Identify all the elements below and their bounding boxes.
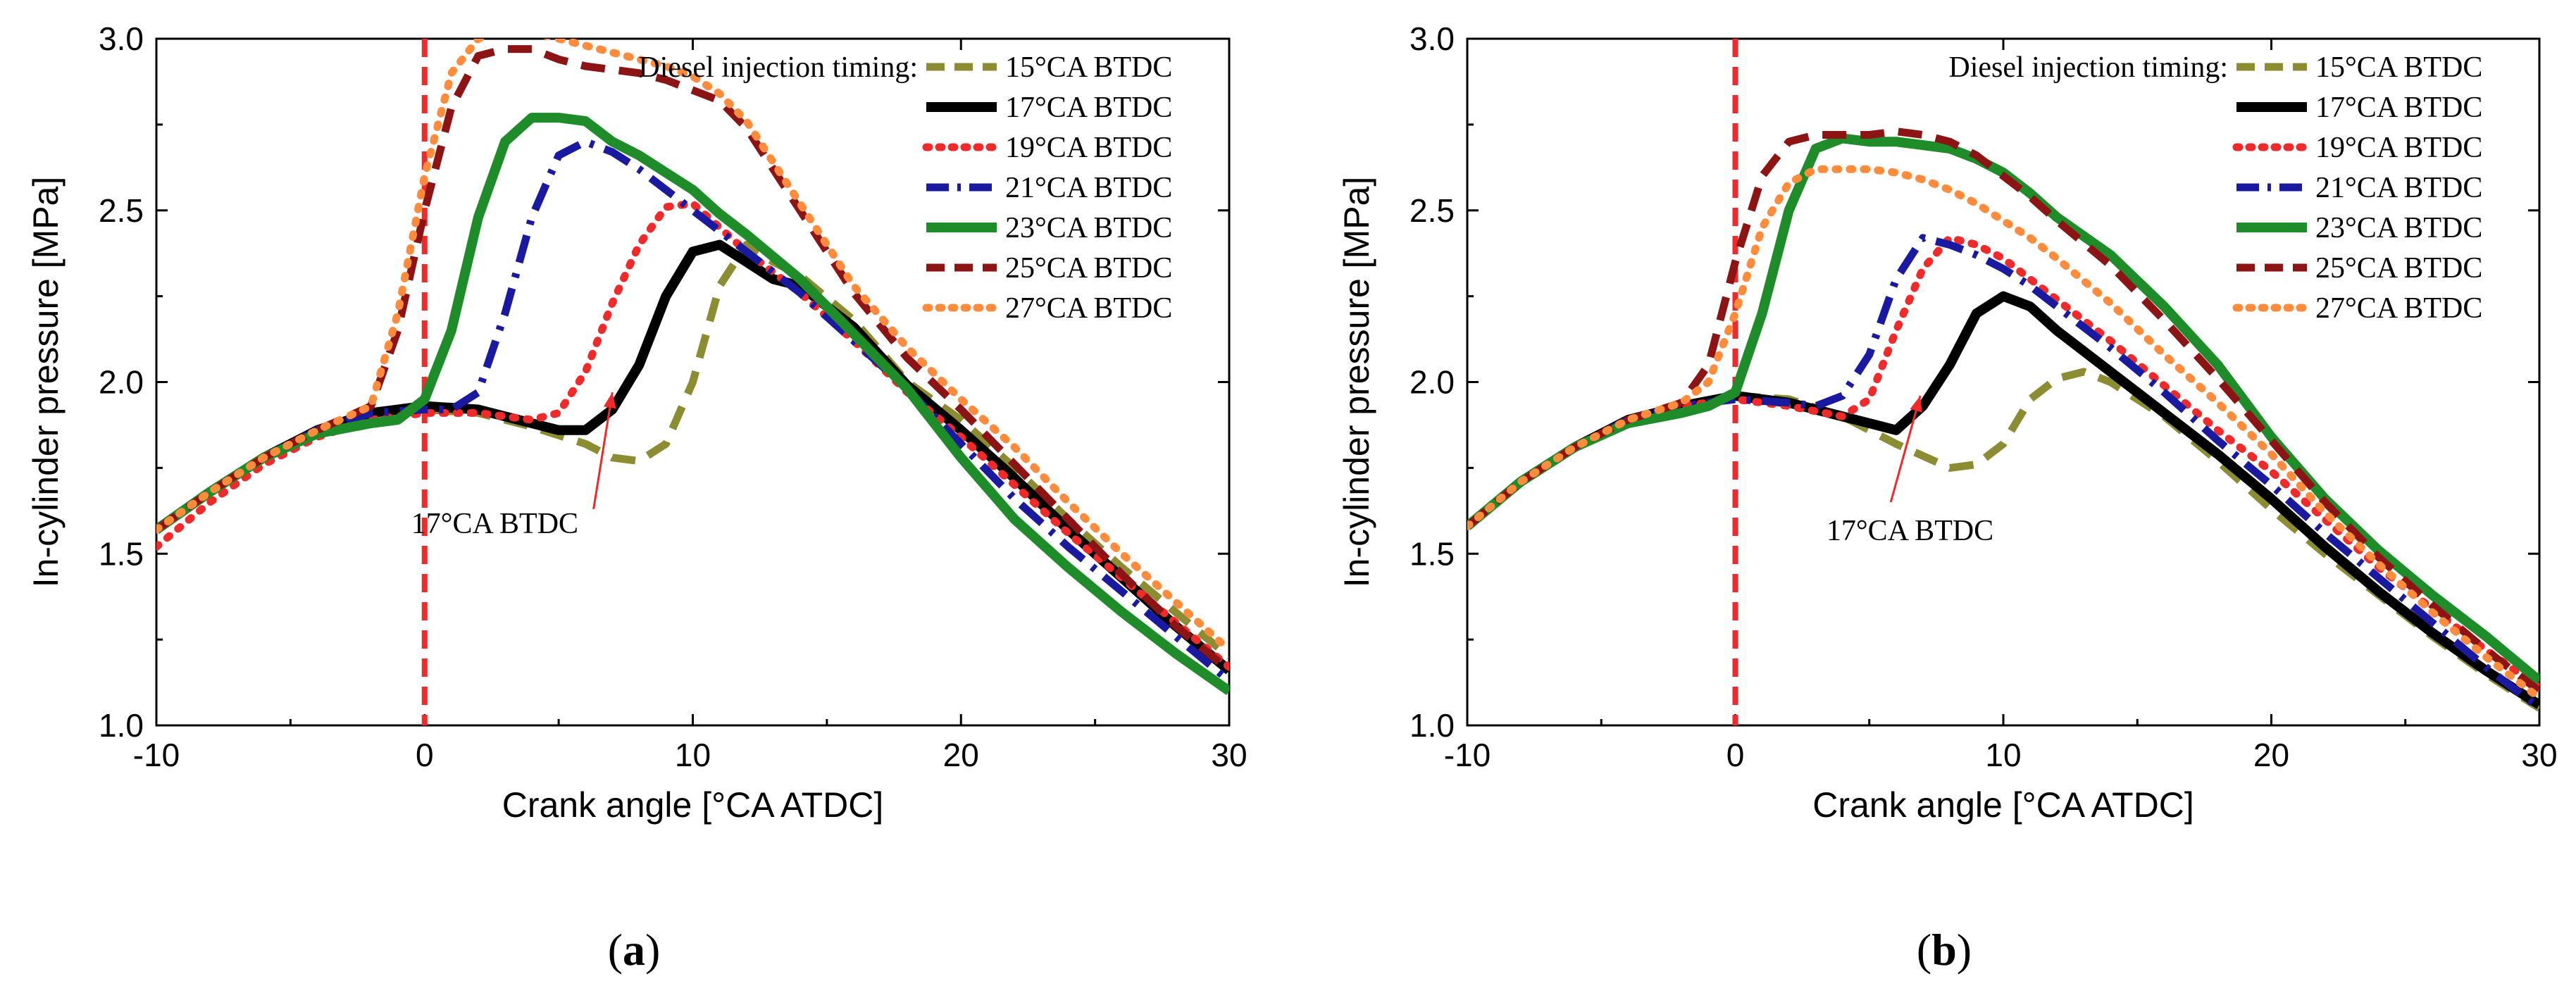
panel-a-panel-label-open: (	[608, 925, 623, 975]
panel-a-legend-label-6: 25°CA BTDC	[1005, 252, 1172, 285]
panel-a-ytick-label: 2.5	[99, 192, 144, 229]
panel-a-x-axis-title: Crank angle [°CA ATDC]	[502, 785, 884, 825]
panel-a-series-group	[156, 39, 1229, 725]
panel-a-y-axis-title: In-cylinder pressure [MPa]	[26, 177, 66, 588]
panel-a-xtick-label: 0	[416, 737, 434, 773]
panel-b-legend-label-4: 21°CA BTDC	[2315, 172, 2482, 204]
panel-a-xtick-label: 30	[1211, 737, 1247, 773]
panel-a-annotation-arrow	[592, 392, 614, 510]
panel-b-series-line-2	[1467, 291, 2539, 709]
panel-a-legend-label-7: 27°CA BTDC	[1005, 292, 1172, 325]
panel-a-legend-label-3: 19°CA BTDC	[1005, 132, 1172, 164]
panel-a-series-line-2	[156, 239, 1229, 675]
panel-b-ytick-label: 3.0	[1410, 20, 1455, 57]
panel-b-ytick-label: 1.5	[1410, 535, 1455, 572]
panel-a-series-line-4	[156, 137, 1229, 684]
panel-a-legend-label-5: 23°CA BTDC	[1005, 212, 1172, 244]
panel-b-panel-label-letter: b	[1931, 925, 1957, 975]
panel-b-legend-label-5: 23°CA BTDC	[2315, 212, 2482, 244]
panel-b-legend-label-6: 25°CA BTDC	[2315, 252, 2482, 285]
panel-b-series-line-3	[1467, 234, 2539, 692]
panel-a-xtick-label: -10	[133, 737, 180, 773]
panel-a-legend-label-2: 17°CA BTDC	[1005, 92, 1172, 124]
panel-b-xtick-label: -10	[1444, 737, 1491, 773]
panel-b-annotation-arrowhead	[1910, 396, 1922, 413]
panel-b-legend-title: Diesel injection timing:	[1948, 51, 2228, 84]
panel-a-annotation-label: 17°CA BTDC	[411, 508, 578, 540]
panel-a-chart: -10 0 10 20 30 1.0 1.5 2.0 2.5 3.0 Crank angle [°C…	[26, 20, 1247, 975]
panel-b-xtick-label: 10	[1985, 737, 2021, 773]
panel-b-series-group	[1467, 39, 2539, 725]
panel-b-panel-label: (b)	[1917, 925, 1972, 975]
panel-b-annotation-label: 17°CA BTDC	[1827, 515, 1993, 547]
panel-a-ytick-label: 2.0	[99, 364, 144, 401]
panel-a-panel-label-letter: a	[623, 925, 645, 975]
panel-a-annotation-arrowhead	[603, 392, 616, 409]
panel-a-panel-label-close: )	[645, 925, 660, 975]
panel-b-annotation-arrow	[1889, 395, 1922, 503]
panel-b-legend-label-3: 19°CA BTDC	[2315, 132, 2482, 164]
panel-a-legend-title: Diesel injection timing:	[638, 51, 918, 84]
panel-b-y-axis-title: In-cylinder pressure [MPa]	[1337, 177, 1376, 588]
panel-a-ytick-label: 1.0	[99, 707, 144, 744]
panel-b-series-line-6	[1467, 127, 2539, 694]
panel-b-legend-label-1: 15°CA BTDC	[2315, 51, 2482, 84]
panel-a-xtick-label: 20	[943, 737, 979, 773]
panel-b-series-line-7	[1467, 165, 2539, 702]
panel-a-legend-label-4: 21°CA BTDC	[1005, 172, 1172, 204]
panel-b-xtick-label: 30	[2521, 737, 2557, 773]
panel-a-series-line-7	[156, 39, 1229, 654]
panel-a-series-line-5	[156, 113, 1229, 696]
panel-b-series-line-5	[1467, 133, 2539, 685]
panel-b-panel-label-open: (	[1917, 925, 1931, 975]
panel-a-xtick-label: 10	[675, 737, 711, 773]
panel-b-ytick-label: 1.0	[1410, 707, 1455, 744]
panel-b-chart: -10 0 10 20 30 1.0 1.5 2.0 2.5 3.0 Crank angle [°C…	[1337, 20, 2558, 975]
panel-b-xtick-label: 20	[2253, 737, 2289, 773]
panel-b-panel-label-close: )	[1957, 925, 1972, 975]
panel-a-panel-label: (a)	[608, 925, 661, 975]
panel-b-ytick-label: 2.0	[1410, 364, 1455, 401]
panel-b-legend-label-7: 27°CA BTDC	[2315, 292, 2482, 325]
panel-a-series-line-6	[156, 45, 1229, 674]
panel-b-ytick-label: 2.5	[1410, 192, 1455, 229]
panel-b-x-axis-title: Crank angle [°CA ATDC]	[1812, 785, 2194, 825]
panel-b-legend-label-2: 17°CA BTDC	[2315, 92, 2482, 124]
panel-a-ytick-label: 1.5	[99, 535, 144, 572]
panel-a-legend-label-1: 15°CA BTDC	[1005, 51, 1172, 84]
panel-b-xtick-label: 0	[1726, 737, 1745, 773]
panel-a-ytick-label: 3.0	[99, 20, 144, 57]
